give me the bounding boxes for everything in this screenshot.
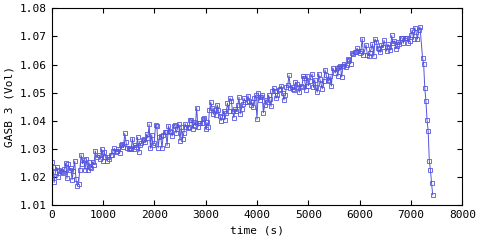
Y-axis label: GASB 3 (Vol): GASB 3 (Vol) (4, 66, 14, 147)
X-axis label: time (s): time (s) (230, 226, 284, 236)
